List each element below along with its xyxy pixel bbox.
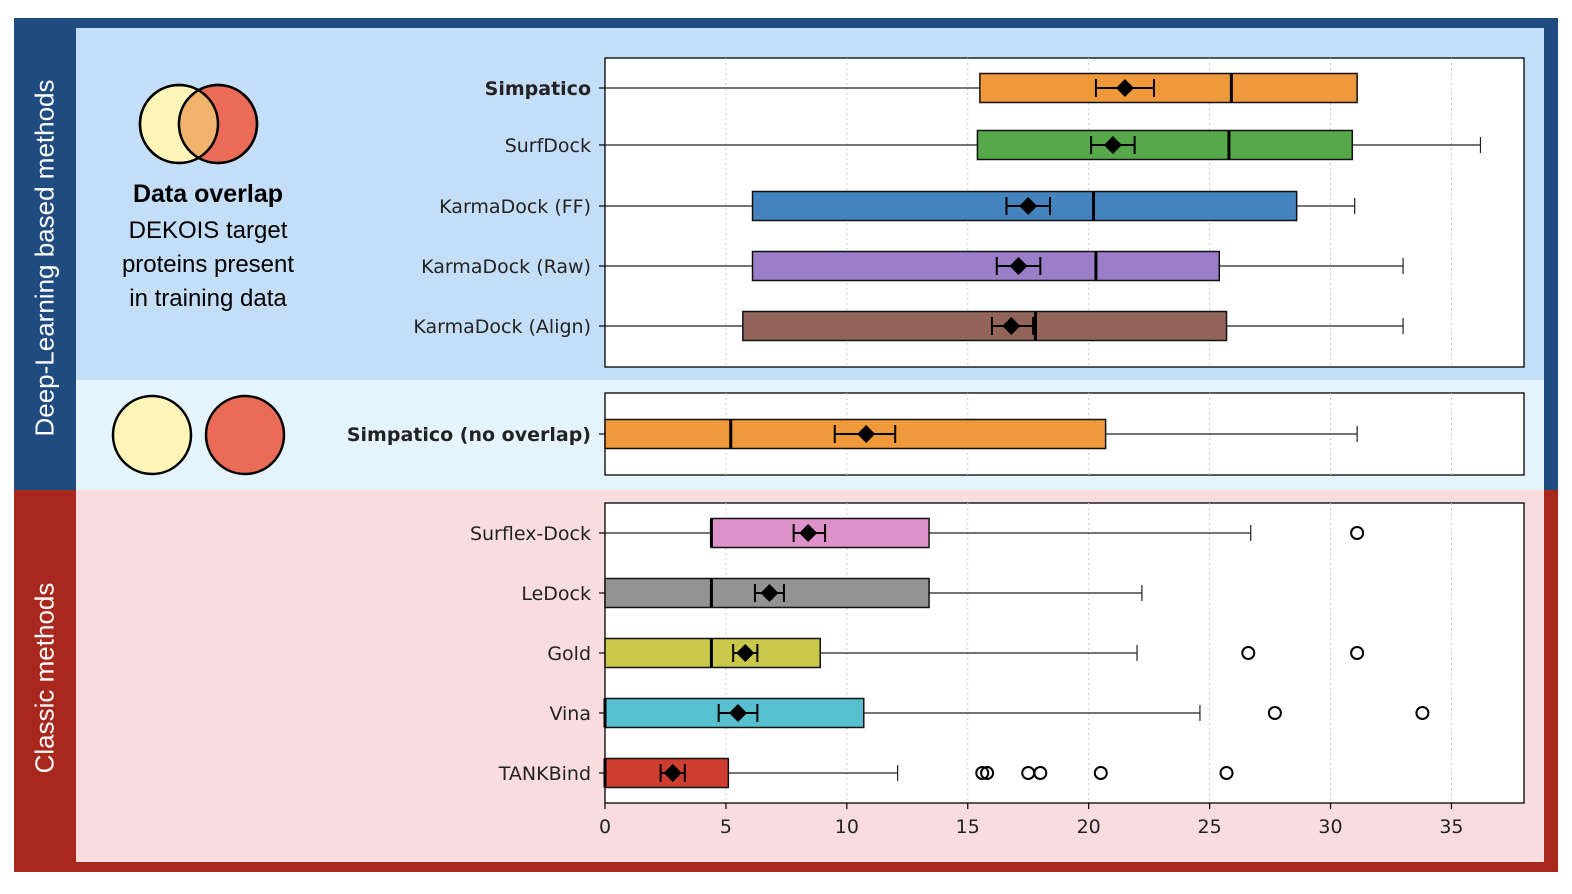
category-label: LeDock (521, 583, 591, 605)
panel-1: Simpatico (no overlap) (347, 392, 1525, 476)
mean-marker (760, 584, 779, 602)
x-tick-label: 0 (599, 816, 611, 838)
box-series: Gold (547, 637, 1365, 669)
outlier-point (980, 766, 995, 780)
outlier-point (1350, 646, 1365, 660)
mean-marker (729, 704, 748, 722)
box-series: Simpatico (485, 72, 1358, 104)
venn-left-circle-separate (111, 394, 193, 476)
mean-marker (1002, 317, 1021, 335)
box-series: KarmaDock (Raw) (421, 250, 1404, 282)
box-iqr (976, 129, 1354, 161)
mean-marker (857, 425, 876, 443)
overlap-desc-line: DEKOIS target (128, 217, 288, 244)
category-label: Vina (549, 703, 591, 725)
x-tick-label: 35 (1439, 816, 1463, 838)
x-tick-label: 20 (1077, 816, 1101, 838)
x-tick-label: 15 (956, 816, 980, 838)
outlier-point (1033, 766, 1048, 780)
box-iqr (751, 190, 1298, 222)
box-iqr (751, 250, 1221, 282)
category-label: Simpatico (no overlap) (347, 424, 591, 446)
category-label: SurfDock (505, 135, 591, 157)
mean-marker (1019, 197, 1038, 215)
panel-0: Simpatico SurfDock KarmaDock (FF) KarmaDock… (413, 57, 1525, 368)
category-label: Simpatico (485, 78, 591, 100)
mean-marker (1115, 79, 1134, 97)
mean-marker (1103, 136, 1122, 154)
box-series: Vina (549, 697, 1430, 729)
outlier-point (1241, 646, 1256, 660)
box-series: LeDock (521, 577, 1143, 609)
mean-marker (736, 644, 755, 662)
outlier-point (1093, 766, 1108, 780)
x-tick-label: 25 (1198, 816, 1222, 838)
outlier-point (975, 766, 990, 780)
panel-2: Surflex-Dock LeDock Gold Vina TANKBind (470, 502, 1525, 804)
box-series: KarmaDock (FF) (439, 190, 1356, 222)
venn-overlap-area (178, 90, 219, 158)
mean-marker (1009, 257, 1028, 275)
outlier-point (1350, 526, 1365, 540)
category-label: TANKBind (498, 763, 591, 785)
category-label: KarmaDock (FF) (439, 196, 591, 218)
data-overlap-description: DEKOIS target proteins present in traini… (98, 214, 318, 316)
data-overlap-title: Data overlap (132, 180, 284, 208)
x-tick-label: 30 (1318, 816, 1342, 838)
outlier-point (1415, 706, 1430, 720)
venn-overlap-icon (138, 83, 259, 165)
x-tick-label: 10 (835, 816, 859, 838)
box-series: Surflex-Dock (470, 517, 1365, 549)
box-series: Simpatico (no overlap) (347, 418, 1358, 450)
outlier-point (1267, 706, 1282, 720)
category-label: Gold (547, 643, 591, 665)
box-series: KarmaDock (Align) (413, 310, 1404, 342)
category-label: Surflex-Dock (470, 523, 591, 545)
venn-right-circle-separate (204, 394, 286, 476)
box-iqr (979, 72, 1358, 104)
x-tick-label: 5 (720, 816, 732, 838)
overlap-desc-line: in training data (129, 285, 287, 312)
overlap-desc-line: proteins present (121, 251, 295, 278)
category-label: KarmaDock (Align) (413, 316, 591, 338)
mean-marker (799, 524, 818, 542)
mean-marker (663, 764, 682, 782)
category-label: KarmaDock (Raw) (421, 256, 591, 278)
box-series: TANKBind (498, 757, 1234, 789)
venn-no-overlap-icon (111, 394, 286, 476)
box-iqr (742, 310, 1228, 342)
box-series: SurfDock (505, 129, 1482, 161)
outlier-point (1219, 766, 1234, 780)
